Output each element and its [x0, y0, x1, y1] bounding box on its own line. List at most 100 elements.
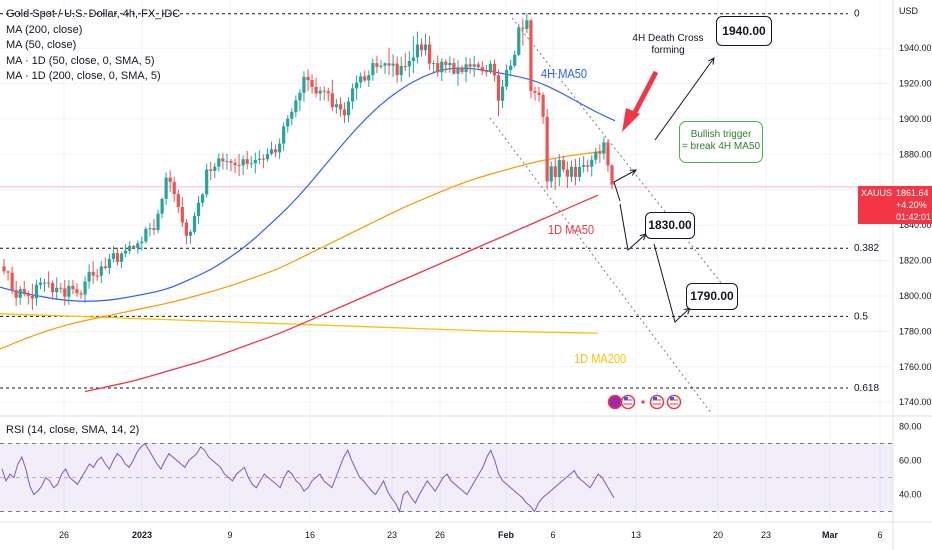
candle-body — [6, 271, 10, 273]
candle-body — [318, 90, 322, 94]
ma200-4h-line — [0, 150, 606, 350]
candle-body — [363, 76, 367, 81]
price-tick-label: 1760.00 — [899, 362, 932, 372]
grid — [0, 0, 893, 520]
candle-body — [448, 62, 452, 66]
fib-label: 0.382 — [854, 243, 879, 254]
candle-body — [148, 228, 152, 230]
rsi-label[interactable]: RSI (14, close, SMA, 14, 2) — [6, 424, 140, 436]
rsi-band — [0, 443, 893, 512]
target-1790-box[interactable]: 1790.00 — [686, 283, 738, 310]
price-tick-label: 1820.00 — [899, 256, 932, 266]
price-tick-label: 1780.00 — [899, 326, 932, 336]
candle-body — [188, 231, 193, 236]
candle-body — [91, 271, 95, 276]
candle-body — [533, 90, 537, 93]
candle-body — [359, 76, 363, 83]
candle-body — [509, 65, 513, 71]
candle-body — [387, 63, 391, 66]
candle-body — [172, 181, 176, 195]
target-1830-box[interactable]: 1830.00 — [645, 212, 695, 239]
time-label: 26 — [435, 530, 445, 540]
candle-body — [229, 161, 233, 163]
candle-body — [375, 63, 379, 67]
candle-body — [180, 206, 184, 223]
candle-body — [261, 158, 266, 160]
indicator-ma200-1d[interactable]: MA · 1D (200, close, 0, SMA, 5) — [6, 70, 161, 82]
candle-body — [557, 160, 561, 178]
candle-body — [132, 245, 136, 249]
price-tick-label: 1840.00 — [899, 220, 932, 230]
candle-body — [488, 63, 492, 73]
candle-body — [196, 202, 201, 216]
candle-body — [107, 258, 111, 269]
candle-body — [67, 285, 71, 297]
ma200-1d-label: 1D MA200 — [574, 351, 627, 366]
candle-body — [342, 109, 347, 116]
price-tick-label: 1920.00 — [899, 79, 932, 89]
candle-body — [87, 271, 91, 282]
candle-body — [350, 88, 355, 102]
ma50-1d-line — [84, 194, 599, 393]
candle-body — [415, 44, 420, 58]
candle-body — [541, 94, 545, 117]
price-tick-label: 1900.00 — [899, 114, 932, 124]
candle-body — [569, 166, 574, 177]
candle-body — [517, 27, 521, 55]
arrow-bounce — [613, 170, 636, 202]
candle-body — [38, 282, 43, 285]
channel-lower — [489, 117, 713, 415]
candle-body — [590, 159, 594, 167]
time-label: Mar — [822, 530, 839, 540]
candle-body — [346, 101, 351, 116]
candle-body — [460, 67, 464, 72]
candle-body — [10, 272, 14, 291]
flag-canton — [624, 397, 628, 400]
candle-body — [598, 151, 602, 154]
candle-body — [334, 104, 338, 108]
candle-body — [586, 165, 590, 167]
rsi-tick-label: 40.00 — [899, 490, 922, 500]
candle-body — [269, 149, 274, 154]
candle-body — [330, 93, 334, 108]
candle-body — [136, 243, 140, 249]
candle-body — [326, 91, 330, 94]
fib-label: 0 — [854, 9, 860, 20]
time-label: 2023 — [132, 530, 152, 540]
candle-body — [310, 80, 314, 87]
candle-body — [253, 159, 257, 164]
indicator-ma50[interactable]: MA (50, close) — [6, 39, 77, 51]
candle-body — [561, 160, 565, 170]
candle-body — [245, 159, 249, 164]
candle-body — [111, 253, 116, 259]
candle-body — [423, 44, 428, 51]
candle-body — [545, 116, 549, 182]
candle-body — [440, 61, 444, 73]
candle-body — [22, 289, 26, 293]
last-price-value-box: 1861.64 +4.20% 01:42:01 — [892, 186, 932, 224]
candle-body — [152, 228, 156, 230]
candle-body — [403, 66, 407, 68]
candle-body — [144, 228, 148, 242]
time-label: 6 — [877, 530, 882, 540]
candle-body — [59, 287, 63, 289]
candle-body — [338, 104, 343, 110]
indicator-ma200[interactable]: MA (200, close) — [6, 23, 83, 36]
candle-body — [26, 292, 30, 296]
candle-body — [371, 63, 375, 76]
time-label: 20 — [713, 530, 723, 540]
time-label: 23 — [761, 530, 771, 540]
bullish-trigger-box[interactable]: Bullish trigger = break 4H MA50 — [679, 121, 763, 163]
candle-body — [444, 61, 448, 66]
candle-body — [201, 194, 205, 203]
time-label: 9 — [227, 530, 232, 540]
last-price-change: +4.20% — [896, 200, 927, 210]
indicator-ma50-1d[interactable]: MA · 1D (50, close, 0, SMA, 5) — [6, 54, 155, 67]
candle-body — [42, 282, 47, 284]
candle-body — [395, 63, 399, 76]
event-dot — [641, 400, 645, 404]
candle-body — [290, 111, 294, 119]
target-1940-box[interactable]: 1940.00 — [716, 16, 772, 46]
candle-body — [103, 266, 107, 269]
